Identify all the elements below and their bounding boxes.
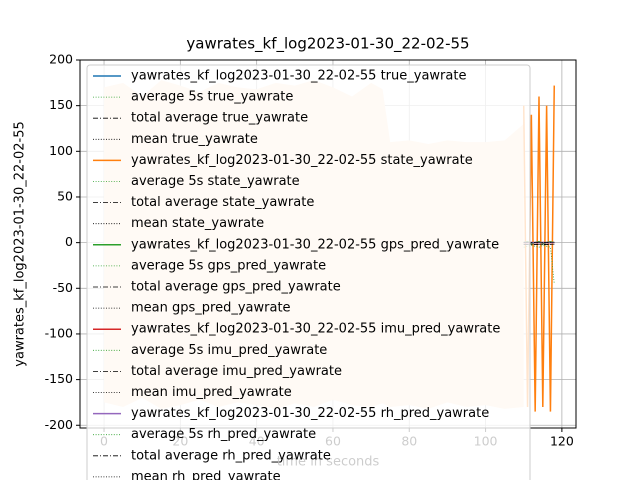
legend-label: total average imu_pred_yawrate bbox=[131, 364, 342, 379]
legend-label: total average rh_pred_yawrate bbox=[131, 448, 331, 463]
legend-label: average 5s state_yawrate bbox=[131, 174, 300, 189]
legend-label: yawrates_kf_log2023-01-30_22-02-55 imu_p… bbox=[131, 322, 500, 337]
legend-label: yawrates_kf_log2023-01-30_22-02-55 gps_p… bbox=[131, 237, 499, 252]
y-tick-label: 0 bbox=[65, 234, 73, 249]
legend-label: total average state_yawrate bbox=[131, 195, 314, 210]
y-tick-label: 50 bbox=[57, 188, 73, 203]
legend-label: mean gps_pred_yawrate bbox=[131, 301, 291, 316]
y-tick-label: 150 bbox=[49, 97, 73, 112]
legend-label: mean rh_pred_yawrate bbox=[131, 469, 281, 480]
legend-label: yawrates_kf_log2023-01-30_22-02-55 true_… bbox=[131, 69, 466, 84]
y-tick-label: -100 bbox=[45, 325, 73, 340]
chart-title: yawrates_kf_log2023-01-30_22-02-55 bbox=[186, 35, 469, 54]
legend-label: average 5s gps_pred_yawrate bbox=[131, 258, 326, 273]
legend: yawrates_kf_log2023-01-30_22-02-55 true_… bbox=[86, 64, 531, 480]
y-tick-label: 200 bbox=[49, 52, 73, 67]
legend-label: yawrates_kf_log2023-01-30_22-02-55 state… bbox=[131, 153, 473, 168]
legend-label: average 5s true_yawrate bbox=[131, 90, 293, 105]
legend-label: mean imu_pred_yawrate bbox=[131, 385, 292, 400]
legend-label: total average true_yawrate bbox=[131, 111, 308, 126]
legend-box bbox=[86, 64, 531, 480]
y-axis-label: yawrates_kf_log2023-01-30_22-02-55 bbox=[13, 121, 28, 366]
y-tick-label: 100 bbox=[49, 143, 73, 158]
y-tick-label: -150 bbox=[45, 371, 73, 386]
y-tick-label: -50 bbox=[53, 280, 73, 295]
y-tick-label: -200 bbox=[45, 417, 73, 432]
legend-label: yawrates_kf_log2023-01-30_22-02-55 rh_pr… bbox=[131, 406, 489, 421]
legend-label: total average gps_pred_yawrate bbox=[131, 280, 341, 295]
legend-label: average 5s rh_pred_yawrate bbox=[131, 427, 316, 442]
legend-label: average 5s imu_pred_yawrate bbox=[131, 343, 327, 358]
x-tick-label: 120 bbox=[550, 434, 574, 449]
legend-label: mean true_yawrate bbox=[131, 132, 258, 147]
legend-label: mean state_yawrate bbox=[131, 216, 264, 231]
